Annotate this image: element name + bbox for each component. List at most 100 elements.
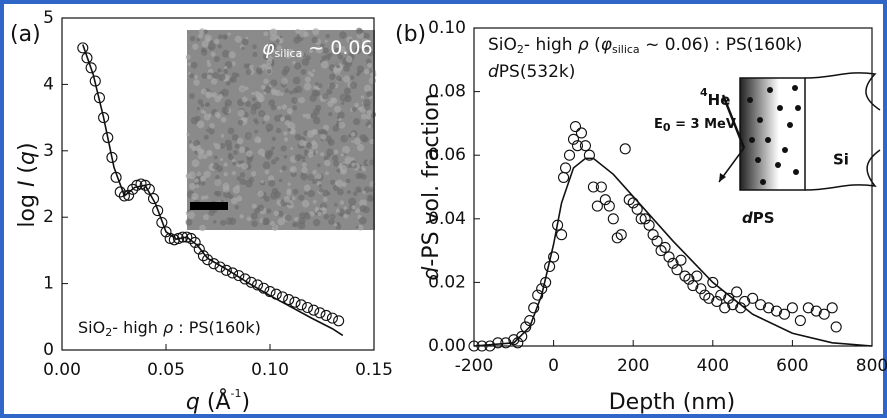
texture bbox=[294, 62, 302, 70]
texture bbox=[193, 79, 200, 86]
texture bbox=[206, 37, 211, 42]
texture bbox=[317, 211, 322, 217]
texture bbox=[277, 217, 285, 226]
texture bbox=[234, 143, 240, 149]
texture bbox=[200, 88, 207, 95]
data-point bbox=[695, 283, 707, 295]
texture bbox=[311, 140, 317, 146]
data-point bbox=[308, 304, 320, 316]
texture bbox=[262, 161, 271, 170]
texture bbox=[245, 86, 249, 91]
y-label-part: log bbox=[15, 187, 40, 228]
texture bbox=[320, 128, 327, 135]
texture bbox=[189, 35, 196, 42]
y-tick-label: 0.10 bbox=[428, 18, 466, 38]
texture bbox=[307, 189, 315, 198]
texture bbox=[281, 104, 288, 110]
texture bbox=[301, 58, 310, 66]
annotation-part: : PS(160k) bbox=[173, 318, 261, 337]
texture bbox=[194, 178, 199, 183]
texture bbox=[218, 93, 224, 99]
data-point bbox=[667, 257, 679, 269]
data-point bbox=[802, 302, 814, 314]
texture bbox=[231, 134, 239, 141]
texture bbox=[345, 178, 351, 184]
data-point bbox=[567, 133, 580, 145]
texture bbox=[328, 52, 333, 58]
texture bbox=[363, 84, 372, 93]
y-tick-label: 4 bbox=[43, 74, 54, 94]
ion-label: 4He bbox=[700, 86, 730, 109]
texture bbox=[197, 99, 204, 105]
texture bbox=[351, 157, 355, 161]
schematic: 4He E0 = 3 MeV Si dPS bbox=[654, 72, 881, 227]
texture bbox=[341, 101, 345, 105]
texture bbox=[252, 44, 257, 50]
texture bbox=[239, 172, 246, 178]
texture bbox=[366, 114, 372, 120]
texture bbox=[363, 103, 371, 111]
texture bbox=[199, 224, 206, 232]
texture bbox=[351, 162, 356, 167]
texture bbox=[312, 69, 316, 73]
data-point bbox=[508, 334, 520, 346]
data-point bbox=[731, 286, 743, 298]
texture bbox=[205, 128, 210, 132]
x-label-part: q bbox=[186, 390, 200, 415]
data-point bbox=[810, 305, 822, 317]
texture bbox=[274, 115, 281, 122]
y-tick-label: 2 bbox=[43, 207, 54, 227]
texture bbox=[284, 88, 290, 93]
texture bbox=[208, 128, 215, 135]
data-point bbox=[603, 200, 615, 212]
texture bbox=[360, 166, 365, 170]
texture bbox=[368, 77, 376, 85]
texture bbox=[326, 88, 333, 95]
texture bbox=[338, 45, 346, 53]
data-point bbox=[528, 302, 540, 314]
data-point bbox=[77, 42, 89, 54]
texture bbox=[327, 56, 331, 61]
texture bbox=[237, 119, 244, 126]
annotation-part: SiO bbox=[78, 318, 105, 337]
texture bbox=[227, 32, 231, 36]
data-point bbox=[220, 264, 232, 276]
texture bbox=[214, 178, 222, 187]
texture bbox=[357, 70, 362, 75]
texture bbox=[244, 132, 253, 140]
texture bbox=[228, 51, 236, 59]
texture bbox=[185, 54, 191, 60]
texture bbox=[207, 62, 212, 68]
texture bbox=[261, 121, 265, 125]
texture bbox=[206, 74, 212, 80]
texture bbox=[199, 28, 206, 35]
x-tick-label: 0.15 bbox=[355, 360, 393, 380]
texture bbox=[363, 186, 371, 193]
texture bbox=[283, 154, 288, 159]
y-axis-label: log I (q) bbox=[15, 142, 40, 227]
texture bbox=[292, 221, 299, 228]
y-tick-label: 0 bbox=[43, 340, 54, 360]
y-axis-label: d-PS vol. fraction bbox=[419, 93, 444, 280]
annotation-part: d bbox=[488, 62, 499, 82]
texture bbox=[339, 31, 347, 39]
x-label-part: ) bbox=[241, 390, 250, 415]
texture bbox=[333, 160, 340, 167]
texture bbox=[358, 216, 367, 225]
texture bbox=[315, 173, 322, 180]
data-point bbox=[563, 149, 576, 161]
texture bbox=[232, 161, 237, 166]
texture bbox=[280, 77, 288, 85]
data-point bbox=[707, 276, 719, 288]
texture bbox=[291, 196, 296, 201]
texture bbox=[257, 204, 265, 212]
x-tick-label: -200 bbox=[455, 356, 494, 376]
texture bbox=[329, 73, 336, 80]
texture bbox=[192, 43, 199, 50]
fit-line bbox=[473, 157, 873, 347]
texture bbox=[192, 139, 199, 147]
texture bbox=[305, 142, 313, 149]
texture bbox=[349, 75, 355, 80]
texture bbox=[283, 65, 291, 73]
